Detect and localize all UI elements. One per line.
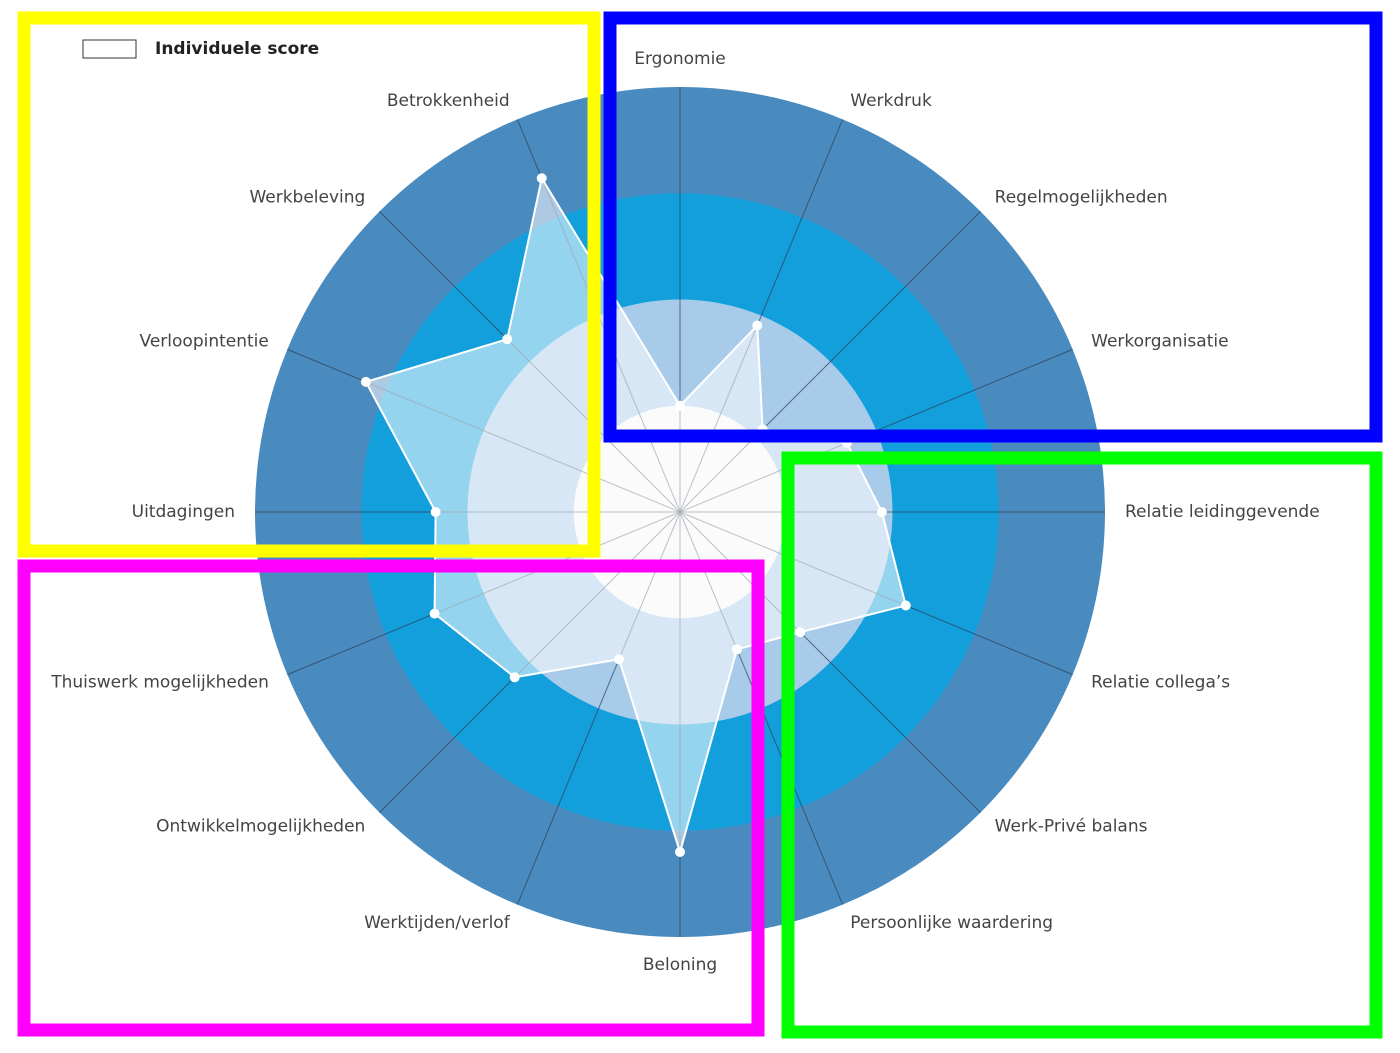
point <box>430 507 441 517</box>
point <box>731 644 742 655</box>
point <box>876 507 887 517</box>
highlight-boxes <box>17 11 1383 1039</box>
axis-label: Betrokkenheid <box>387 91 510 111</box>
point <box>509 672 520 683</box>
axis-label: Thuiswerk mogelijkheden <box>50 672 269 692</box>
axis-label: Regelmogelijkheden <box>995 187 1168 207</box>
axis-label: Uitdagingen <box>132 502 235 522</box>
point <box>900 600 911 611</box>
labels: Ergonomie Werkdruk Regelmogelijkheden Werko… <box>50 49 1319 975</box>
axis-label: Verloopintentie <box>140 332 269 352</box>
axis-label: Relatie collega’s <box>1091 672 1230 692</box>
axis-label: Werkbeleving <box>249 187 365 207</box>
highlight-box <box>17 559 765 1037</box>
axis-label: Werktijden/verlof <box>364 913 511 933</box>
axis-label: Ergonomie <box>634 49 726 69</box>
axis-label: Werkorganisatie <box>1091 332 1228 352</box>
point <box>360 376 371 387</box>
axis-label: Werkdruk <box>850 91 932 111</box>
point <box>752 320 763 331</box>
legend: Individuele score <box>82 39 319 59</box>
highlight-box <box>603 11 1383 443</box>
highlight-box <box>17 11 601 558</box>
axis-label: Relatie leidinggevende <box>1125 502 1320 522</box>
axis-label: Beloning <box>643 955 717 975</box>
point <box>502 334 513 345</box>
point <box>795 627 806 638</box>
legend-label: Individuele score <box>155 39 319 59</box>
point <box>675 400 685 411</box>
highlight-box <box>781 451 1383 1039</box>
point <box>429 608 440 619</box>
axis-label: Ontwikkelmogelijkheden <box>156 817 365 837</box>
axis-label: Werk-Privé balans <box>995 817 1148 837</box>
point <box>614 654 625 665</box>
point <box>675 847 685 857</box>
point <box>536 173 547 184</box>
legend-swatch <box>82 39 137 59</box>
axis-label: Persoonlijke waardering <box>850 913 1053 933</box>
